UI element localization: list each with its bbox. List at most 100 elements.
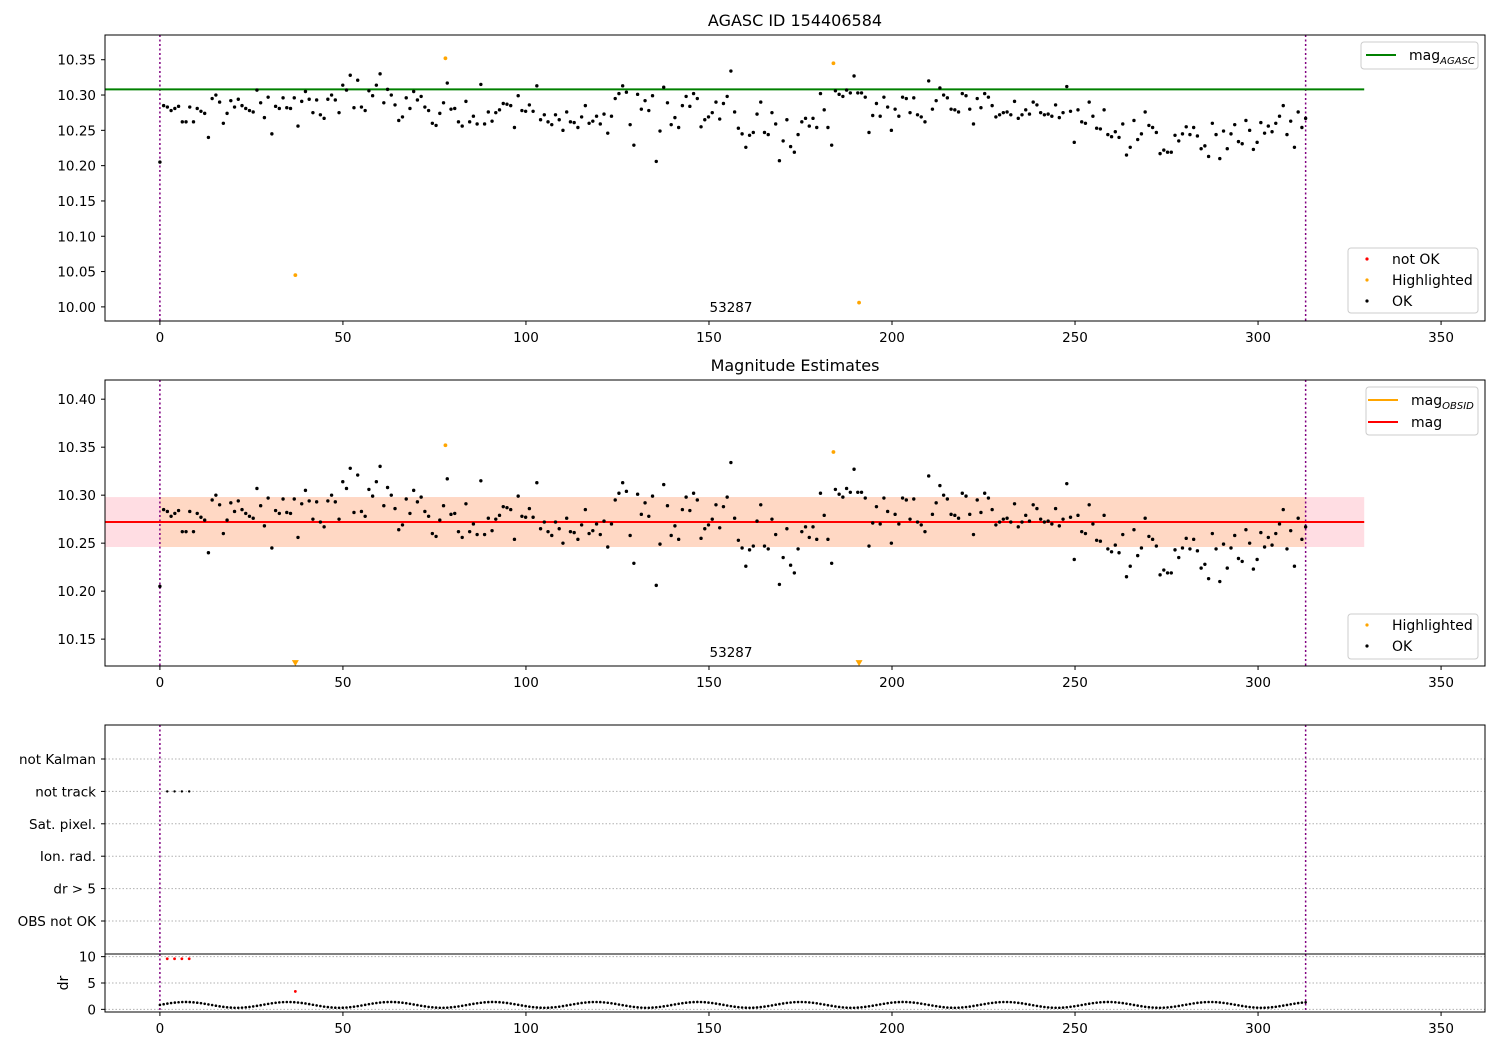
ok-point <box>1057 524 1062 528</box>
dr-point <box>1199 1001 1203 1004</box>
dr-point <box>748 1006 751 1010</box>
dr-point <box>1233 1003 1237 1006</box>
ok-point <box>1259 120 1263 125</box>
ok-point <box>456 120 461 124</box>
ok-point <box>184 529 188 534</box>
dr-point <box>837 1005 841 1009</box>
dr-point <box>1211 1000 1214 1004</box>
ok-point <box>602 112 606 116</box>
ok-point <box>747 133 752 137</box>
dr-point <box>878 1003 882 1006</box>
dr-point <box>479 1001 483 1005</box>
ok-point <box>1027 112 1032 116</box>
ok-point <box>1158 573 1162 577</box>
ok-point <box>714 503 718 507</box>
ok-point <box>318 520 323 524</box>
ok-point <box>426 514 431 518</box>
ok-point <box>202 518 207 522</box>
ok-point <box>1251 147 1256 152</box>
dr-point <box>960 1006 964 1009</box>
dr-point <box>815 1002 819 1005</box>
ok-point <box>930 107 935 111</box>
dr-point <box>1229 1002 1233 1006</box>
ok-point <box>684 94 688 99</box>
ok-point <box>1001 110 1006 115</box>
ok-point <box>1150 537 1155 542</box>
ok-point <box>594 522 599 526</box>
ok-point <box>986 95 991 99</box>
ok-point <box>1247 541 1252 545</box>
ok-point <box>1035 506 1039 511</box>
dr-point <box>192 1001 195 1004</box>
dr-point <box>397 1001 401 1004</box>
ok-point <box>1139 132 1144 136</box>
ok-point <box>1236 556 1241 561</box>
dr-point <box>807 1001 811 1004</box>
dr-point <box>367 1002 371 1006</box>
ok-point <box>322 525 326 529</box>
ok-point <box>975 96 979 101</box>
ok-point <box>1143 516 1147 520</box>
ok-point <box>1277 522 1282 526</box>
ok-point <box>561 128 565 133</box>
ok-point <box>441 504 446 508</box>
ok-point <box>296 535 300 540</box>
dr-point <box>849 1006 852 1010</box>
ok-point <box>1147 123 1151 128</box>
ok-point <box>557 527 561 531</box>
dr-point <box>1035 1004 1039 1008</box>
ok-point <box>964 94 968 98</box>
ok-point <box>941 93 946 97</box>
dr-point <box>341 1006 345 1010</box>
panel-agasc-ytick-label: 10.10 <box>57 229 96 245</box>
ok-point <box>258 101 263 105</box>
ok-point <box>710 517 714 521</box>
dr-point <box>998 1000 1001 1004</box>
ok-point <box>1169 150 1173 154</box>
ok-point <box>344 486 349 491</box>
dr-point <box>311 1003 315 1007</box>
dr-point <box>778 1002 781 1006</box>
dr-point <box>1002 1000 1005 1004</box>
panel-agasc-xtick-label: 100 <box>513 330 539 346</box>
dr-point <box>307 1002 311 1006</box>
ok-point <box>606 131 610 135</box>
dr-point <box>1196 1001 1199 1005</box>
ok-point <box>1016 116 1020 121</box>
dr-point <box>677 1002 680 1006</box>
dr-point <box>222 1005 225 1009</box>
dr-point <box>841 1006 845 1009</box>
dr-point <box>793 1000 796 1004</box>
dr-point <box>431 1006 434 1009</box>
ok-point <box>277 511 282 516</box>
ok-point <box>1005 110 1009 114</box>
ok-point <box>934 501 938 505</box>
legend-magnitude-lower-dot-swatch <box>1365 623 1369 627</box>
dr-point <box>751 1006 755 1009</box>
ok-point <box>344 88 349 92</box>
panel-dr-xtick-label: 150 <box>696 1021 722 1037</box>
dr-point <box>987 1002 990 1005</box>
dr-point <box>278 1001 281 1004</box>
dr-point <box>804 1000 807 1004</box>
ok-point <box>359 105 364 109</box>
dr-point <box>1285 1003 1289 1007</box>
dr-point <box>617 1003 621 1006</box>
dr-point <box>1125 1002 1128 1005</box>
ok-point <box>516 94 520 98</box>
ok-point <box>191 120 196 124</box>
ok-point <box>572 120 576 125</box>
ok-point <box>169 514 173 518</box>
panel-dr-xtick-label: 300 <box>1245 1021 1271 1037</box>
dr-point <box>524 1004 527 1008</box>
ok-point <box>460 535 464 540</box>
ok-point <box>695 96 700 101</box>
dr-point <box>1084 1003 1087 1006</box>
ok-point <box>326 499 330 503</box>
dr-point <box>1177 1004 1181 1008</box>
dr-point <box>270 1001 274 1005</box>
ok-point <box>1012 502 1017 506</box>
panel-flags-frame <box>104 724 1486 1013</box>
ok-point <box>471 522 476 526</box>
ok-point <box>751 544 755 548</box>
